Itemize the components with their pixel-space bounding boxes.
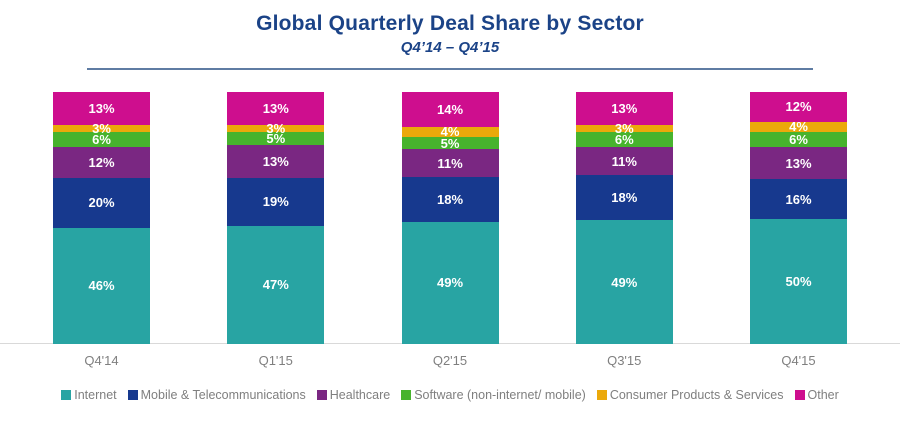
bar-segment-internet: 50% [750, 219, 847, 344]
bar-segment-other: 13% [575, 92, 673, 125]
segment-value-label: 19% [262, 194, 289, 210]
segment-value-label: 12% [88, 155, 115, 171]
segment-value-label: 47% [262, 277, 289, 293]
legend-item-mobile-telecommunications: Mobile & Telecommunications [127, 388, 306, 402]
x-axis-label-q4-15: Q4'15 [781, 353, 816, 368]
legend-swatch-icon [401, 390, 412, 400]
x-axis-label-q4-14: Q4'14 [84, 353, 119, 368]
x-axis-label-q3-15: Q3'15 [607, 353, 642, 368]
legend-item-software-non-internet-mobile: Software (non-internet/ mobile) [401, 388, 586, 402]
segment-value-label: 4% [440, 124, 460, 140]
bar-segment-software-non-internet-mobile: 6% [53, 132, 150, 148]
bar-segment-internet: 47% [227, 225, 325, 344]
segment-value-label: 11% [611, 153, 637, 169]
bar-segment-consumer-products-services: 4% [750, 119, 847, 135]
bar-segment-software-non-internet-mobile: 5% [401, 135, 499, 151]
segment-value-label: 13% [88, 100, 115, 116]
bar-segment-mobile-telecommunications: 19% [227, 177, 325, 226]
bar-segment-healthcare: 13% [227, 144, 325, 178]
legend-swatch-icon [127, 390, 138, 400]
segment-value-label: 6% [789, 131, 808, 147]
segment-value-label: 4% [789, 119, 808, 135]
legend-item-internet: Internet [61, 388, 117, 402]
bar-segment-healthcare: 13% [750, 146, 847, 180]
bar-segment-software-non-internet-mobile: 6% [575, 132, 673, 148]
x-axis-label-q2-15: Q2'15 [432, 353, 468, 368]
bar-segment-consumer-products-services: 3% [53, 121, 150, 137]
segment-value-label: 16% [785, 191, 812, 207]
chart-title: Global Quarterly Deal Share by Sector [256, 12, 644, 35]
segment-value-label: 5% [266, 131, 286, 147]
legend-swatch-icon [61, 390, 72, 400]
bar-segment-software-non-internet-mobile: 6% [750, 131, 847, 147]
segment-value-label: 49% [611, 274, 638, 290]
bar-segment-internet: 49% [401, 221, 499, 344]
bar-segment-healthcare: 12% [53, 147, 150, 178]
legend-swatch-icon [596, 390, 607, 400]
bar-segment-other: 13% [53, 92, 150, 125]
bar-segment-consumer-products-services: 3% [227, 121, 325, 137]
stacked-bar-q4-14: 13% 3% 6% 12% 20% 46% [53, 92, 150, 344]
bar-segment-internet: 46% [53, 228, 150, 344]
x-axis-labels: Q4'14 Q1'15 Q2'15 Q3'15 Q4'15 [0, 353, 900, 368]
segment-value-label: 49% [436, 275, 464, 291]
legend-swatch-icon [316, 390, 327, 400]
segment-value-label: 13% [262, 153, 289, 169]
bar-segment-mobile-telecommunications: 18% [575, 175, 673, 221]
legend-label: Software (non-internet/ mobile) [414, 388, 586, 402]
segment-value-label: 12% [785, 99, 812, 115]
stacked-bar-q4-15: 12% 4% 6% 13% 16% 50% [750, 92, 847, 344]
stacked-bar-q2-15: 14% 4% 5% 11% 18% 49% [401, 92, 499, 344]
legend-label: Healthcare [329, 388, 391, 402]
bar-segment-consumer-products-services: 3% [575, 121, 673, 137]
bar-segment-healthcare: 11% [401, 149, 499, 177]
segment-value-label: 50% [785, 274, 812, 290]
bar-segment-other: 13% [227, 92, 325, 125]
segment-value-label: 3% [614, 121, 634, 137]
legend-label: Consumer Products & Services [609, 388, 784, 402]
chart-subtitle: Q4’14 – Q4’15 [400, 39, 500, 56]
bar-segment-other: 14% [401, 92, 499, 127]
segment-value-label: 18% [611, 190, 638, 206]
segment-value-label: 3% [92, 121, 111, 137]
bar-segment-other: 12% [750, 92, 847, 122]
legend-item-healthcare: Healthcare [316, 388, 391, 402]
segment-value-label: 3% [266, 121, 286, 137]
plot-area: 13% 3% 6% 12% 20% 46% 13% 3% 5% 13% 19% 47% 14% 4% 5% 1… [0, 92, 900, 344]
segment-value-label: 13% [262, 100, 289, 116]
title-divider [87, 68, 813, 70]
legend-item-consumer-products-services: Consumer Products & Services [596, 388, 784, 402]
segment-value-label: 6% [92, 132, 111, 148]
segment-value-label: 13% [611, 100, 638, 116]
bar-segment-mobile-telecommunications: 20% [53, 177, 150, 229]
segment-value-label: 14% [436, 101, 464, 117]
stacked-bar-q3-15: 13% 3% 6% 11% 18% 49% [575, 92, 673, 344]
segment-value-label: 11% [437, 155, 463, 171]
stacked-bar-q1-15: 13% 3% 5% 13% 19% 47% [227, 92, 325, 344]
bar-segment-healthcare: 11% [575, 147, 673, 176]
legend: Internet Mobile & Telecommunications Healt… [0, 388, 900, 402]
segment-value-label: 18% [436, 191, 464, 207]
segment-value-label: 20% [88, 195, 115, 211]
segment-value-label: 6% [614, 132, 634, 148]
bar-segment-mobile-telecommunications: 16% [750, 179, 847, 220]
bar-segment-software-non-internet-mobile: 5% [227, 131, 325, 147]
x-axis-label-q1-15: Q1'15 [258, 353, 293, 368]
bar-segment-mobile-telecommunications: 18% [401, 176, 499, 222]
bar-segment-internet: 49% [575, 220, 673, 344]
bar-segment-consumer-products-services: 4% [401, 124, 499, 140]
legend-swatch-icon [794, 390, 805, 400]
legend-item-other: Other [794, 388, 839, 402]
legend-label: Internet [74, 388, 117, 402]
legend-label: Mobile & Telecommunications [140, 388, 306, 402]
segment-value-label: 46% [88, 278, 115, 294]
segment-value-label: 13% [785, 155, 812, 171]
legend-label: Other [807, 388, 839, 402]
segment-value-label: 5% [440, 135, 460, 151]
